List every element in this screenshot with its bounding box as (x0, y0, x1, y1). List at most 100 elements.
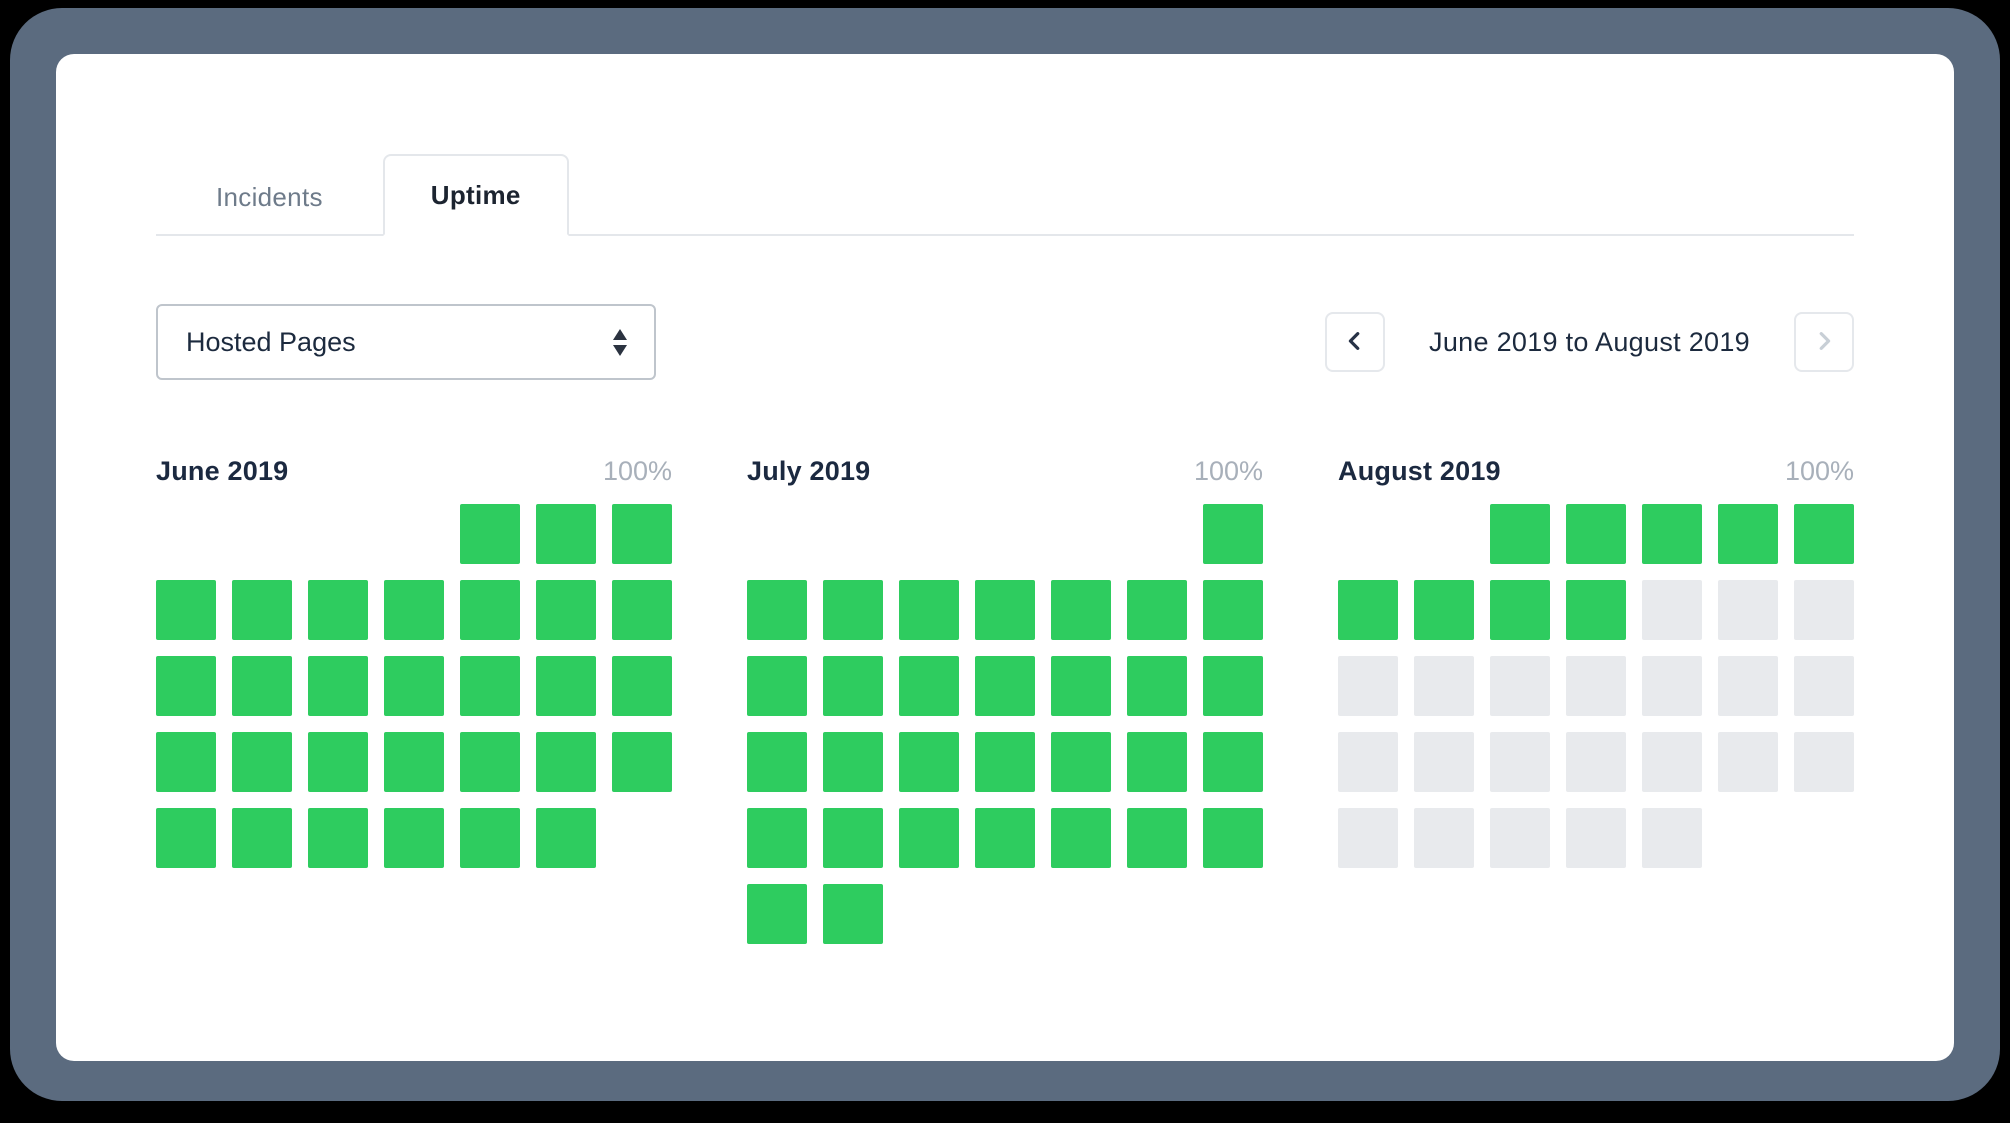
date-range-label: June 2019 to August 2019 (1429, 326, 1750, 357)
day-cell-up[interactable] (1051, 656, 1111, 716)
day-cell-up[interactable] (612, 580, 672, 640)
tab-uptime[interactable]: Uptime (382, 154, 569, 236)
day-cell-future[interactable] (1642, 656, 1702, 716)
day-cell-future[interactable] (1718, 732, 1778, 792)
day-cell-future[interactable] (1566, 732, 1626, 792)
day-cell-up[interactable] (1566, 504, 1626, 564)
day-cell-up[interactable] (1127, 732, 1187, 792)
day-cell-up[interactable] (384, 732, 444, 792)
day-cell-up[interactable] (232, 732, 292, 792)
day-cell-future[interactable] (1794, 656, 1854, 716)
day-cell-up[interactable] (747, 732, 807, 792)
day-cell-up[interactable] (1338, 580, 1398, 640)
day-cell-up[interactable] (899, 808, 959, 868)
day-cell-future[interactable] (1642, 808, 1702, 868)
day-cell-up[interactable] (384, 580, 444, 640)
day-cell-future[interactable] (1490, 732, 1550, 792)
day-cell-up[interactable] (1490, 580, 1550, 640)
day-cell-up[interactable] (747, 580, 807, 640)
day-cell-up[interactable] (156, 732, 216, 792)
day-cell-up[interactable] (1203, 808, 1263, 868)
day-cell-up[interactable] (536, 732, 596, 792)
day-cell-up[interactable] (1051, 808, 1111, 868)
day-cell-up[interactable] (612, 732, 672, 792)
day-cell-future[interactable] (1338, 656, 1398, 716)
day-cell-future[interactable] (1338, 732, 1398, 792)
day-cell-up[interactable] (1051, 732, 1111, 792)
day-cell-up[interactable] (899, 580, 959, 640)
day-cell-up[interactable] (975, 808, 1035, 868)
day-cell-future[interactable] (1794, 580, 1854, 640)
day-cell-up[interactable] (232, 580, 292, 640)
day-cell-up[interactable] (1566, 580, 1626, 640)
day-cell-up[interactable] (1203, 732, 1263, 792)
day-cell-up[interactable] (1203, 504, 1263, 564)
day-cell-up[interactable] (156, 656, 216, 716)
tab-incidents[interactable]: Incidents (216, 181, 323, 212)
day-cell-up[interactable] (384, 656, 444, 716)
day-cell-future[interactable] (1718, 580, 1778, 640)
day-cell-future[interactable] (1642, 732, 1702, 792)
day-cell-up[interactable] (747, 884, 807, 944)
day-cell-up[interactable] (612, 504, 672, 564)
day-cell-up[interactable] (1051, 580, 1111, 640)
day-cell-up[interactable] (823, 884, 883, 944)
next-range-button[interactable] (1794, 312, 1854, 372)
day-cell-future[interactable] (1414, 656, 1474, 716)
prev-range-button[interactable] (1325, 312, 1386, 372)
day-cell-future[interactable] (1490, 808, 1550, 868)
day-cell-up[interactable] (156, 580, 216, 640)
day-cell-empty (1718, 808, 1778, 868)
page-filter-select[interactable]: Hosted Pages (156, 304, 656, 380)
day-cell-up[interactable] (1203, 580, 1263, 640)
day-cell-up[interactable] (975, 656, 1035, 716)
day-cell-up[interactable] (460, 580, 520, 640)
day-cell-future[interactable] (1642, 580, 1702, 640)
day-cell-future[interactable] (1414, 808, 1474, 868)
day-cell-up[interactable] (308, 808, 368, 868)
day-cell-up[interactable] (899, 656, 959, 716)
day-cell-future[interactable] (1566, 656, 1626, 716)
day-cell-up[interactable] (460, 504, 520, 564)
day-cell-up[interactable] (823, 808, 883, 868)
day-cell-up[interactable] (1127, 656, 1187, 716)
day-cell-up[interactable] (232, 656, 292, 716)
day-cell-future[interactable] (1718, 656, 1778, 716)
day-cell-future[interactable] (1794, 732, 1854, 792)
day-cell-up[interactable] (1490, 504, 1550, 564)
day-cell-up[interactable] (460, 656, 520, 716)
day-cell-up[interactable] (308, 656, 368, 716)
day-cell-up[interactable] (384, 808, 444, 868)
day-cell-up[interactable] (1794, 504, 1854, 564)
day-cell-empty (1338, 504, 1398, 564)
day-cell-up[interactable] (308, 732, 368, 792)
day-cell-up[interactable] (823, 656, 883, 716)
day-cell-up[interactable] (975, 580, 1035, 640)
day-cell-up[interactable] (156, 808, 216, 868)
day-cell-future[interactable] (1338, 808, 1398, 868)
day-cell-up[interactable] (747, 808, 807, 868)
day-cell-up[interactable] (899, 732, 959, 792)
day-cell-up[interactable] (1127, 580, 1187, 640)
day-cell-up[interactable] (823, 732, 883, 792)
day-cell-up[interactable] (536, 808, 596, 868)
day-cell-up[interactable] (1414, 580, 1474, 640)
day-cell-up[interactable] (975, 732, 1035, 792)
day-cell-up[interactable] (1642, 504, 1702, 564)
day-cell-future[interactable] (1414, 732, 1474, 792)
day-cell-up[interactable] (308, 580, 368, 640)
day-cell-future[interactable] (1490, 656, 1550, 716)
day-cell-up[interactable] (1718, 504, 1778, 564)
day-cell-up[interactable] (747, 656, 807, 716)
day-cell-up[interactable] (1127, 808, 1187, 868)
day-cell-up[interactable] (612, 656, 672, 716)
day-cell-up[interactable] (232, 808, 292, 868)
day-cell-future[interactable] (1566, 808, 1626, 868)
day-cell-up[interactable] (536, 504, 596, 564)
day-cell-up[interactable] (536, 580, 596, 640)
day-cell-up[interactable] (1203, 656, 1263, 716)
day-cell-up[interactable] (536, 656, 596, 716)
day-cell-up[interactable] (460, 732, 520, 792)
day-cell-up[interactable] (823, 580, 883, 640)
day-cell-up[interactable] (460, 808, 520, 868)
